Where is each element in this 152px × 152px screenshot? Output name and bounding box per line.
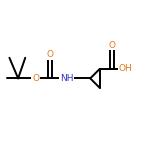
Text: OH: OH bbox=[118, 64, 132, 73]
Text: O: O bbox=[108, 41, 115, 50]
Text: O: O bbox=[32, 74, 39, 83]
Text: O: O bbox=[46, 50, 53, 59]
Text: NH: NH bbox=[60, 74, 73, 83]
